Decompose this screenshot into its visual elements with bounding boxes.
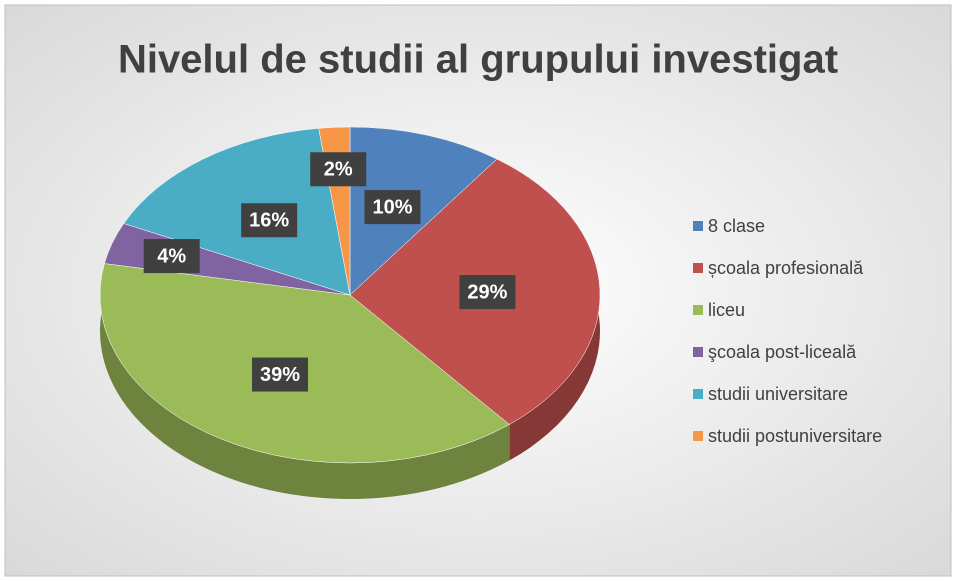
data-label: 39%	[260, 364, 300, 386]
legend-swatch	[693, 305, 703, 315]
legend-label: școala profesională	[708, 258, 864, 278]
pie-side	[99, 263, 510, 500]
data-label: 16%	[249, 210, 289, 232]
legend-swatch	[693, 347, 703, 357]
data-label-box	[241, 203, 298, 238]
legend-label: şcoala post-liceală	[708, 342, 857, 362]
data-label-box	[459, 275, 516, 310]
legend-swatch	[693, 221, 703, 231]
data-label: 4%	[157, 245, 186, 267]
data-label: 10%	[372, 196, 412, 218]
data-label-box	[310, 152, 367, 187]
legend-label: 8 clase	[708, 216, 765, 236]
pie-slice	[349, 126, 498, 296]
data-label: 29%	[467, 281, 507, 303]
chart-title: Nivelul de studii al grupului investigat	[118, 38, 838, 82]
legend-label: liceu	[708, 300, 745, 320]
legend-swatch	[693, 431, 703, 441]
legend-swatch	[693, 263, 703, 273]
data-label-box	[364, 190, 421, 225]
legend-label: studii postuniversitare	[708, 426, 882, 446]
legend-label: studii universitare	[708, 384, 848, 404]
legend-swatch	[693, 389, 703, 399]
data-label-box	[252, 357, 309, 392]
data-label-box	[143, 239, 200, 274]
data-label: 2%	[324, 159, 353, 181]
pie-slice	[123, 128, 351, 296]
